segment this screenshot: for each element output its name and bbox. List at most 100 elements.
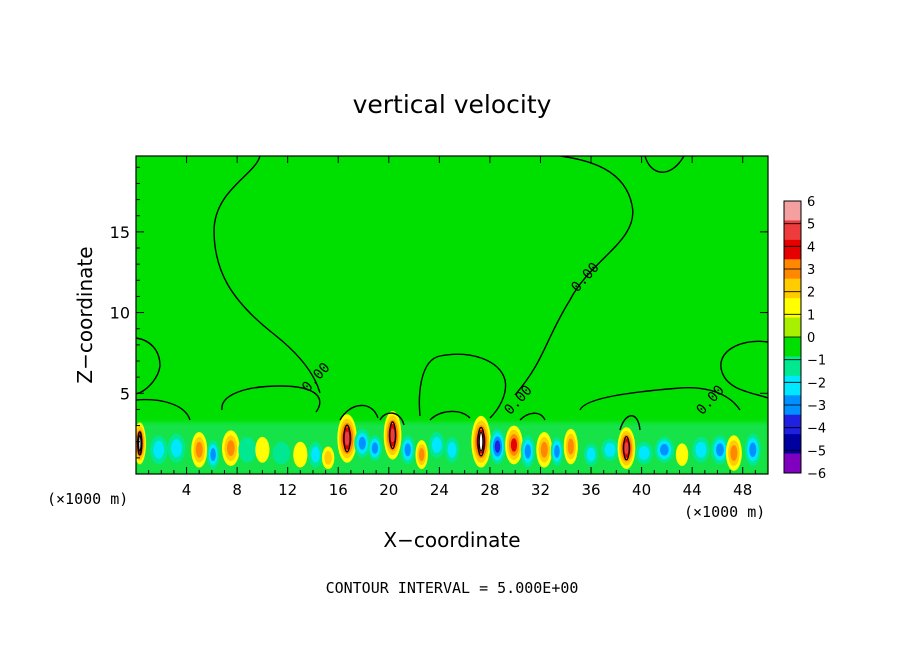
y-axis-ticks: 5 10 15 (110, 166, 768, 459)
velocity-level (293, 441, 308, 468)
chart-title: vertical velocity (353, 90, 552, 119)
x-tick-label: 40 (632, 481, 651, 499)
peak-core (478, 432, 484, 452)
velocity-cell (563, 428, 578, 465)
velocity-level (540, 441, 548, 458)
colorbar-label: 1 (807, 308, 815, 323)
velocity-level (554, 444, 560, 458)
x-tick-label: 16 (329, 481, 348, 499)
colorbar-segment (784, 201, 801, 221)
peak-core (138, 435, 142, 452)
velocity-cell (505, 425, 523, 465)
x-tick-label: 12 (278, 481, 297, 499)
contour-line (418, 353, 507, 419)
contour-line (379, 412, 405, 426)
x-tick-label: 28 (480, 481, 499, 499)
contour-line (429, 410, 471, 421)
x-axis-label: X−coordinate (383, 528, 520, 552)
contour-line (579, 387, 741, 411)
velocity-level (171, 439, 182, 458)
velocity-level (272, 441, 291, 465)
x-tick-label: 8 (232, 481, 242, 499)
x-unit-left: (×1000 m) (47, 490, 128, 508)
velocity-cell (675, 443, 689, 466)
velocity-level (153, 440, 165, 459)
velocity-cell (321, 446, 335, 470)
velocity-cell (367, 435, 382, 462)
velocity-level (730, 445, 738, 461)
contour-line (339, 404, 379, 421)
velocity-field (136, 411, 768, 474)
colorbar-label: −2 (807, 376, 826, 391)
zero-contours (136, 156, 768, 431)
contour-line (213, 156, 321, 394)
colorbar-label: −4 (807, 422, 826, 437)
colorbar-label: −1 (807, 354, 826, 369)
contour-line (137, 431, 143, 456)
velocity-cell (536, 432, 553, 468)
y-tick-label: 5 (120, 384, 130, 403)
y-axis-label: Z−coordinate (73, 246, 97, 383)
contour-line (622, 435, 630, 461)
colorbar-label: 2 (807, 286, 815, 301)
velocity-level (604, 442, 616, 457)
velocity-cell (583, 443, 599, 466)
x-tick-label: 32 (531, 481, 550, 499)
x-tick-label: 44 (683, 481, 702, 499)
x-unit-right: (×1000 m) (684, 503, 765, 521)
velocity-cell (400, 435, 415, 465)
x-tick-label: 4 (182, 481, 192, 499)
colorbar-segment (784, 317, 801, 338)
contour-line (514, 156, 634, 396)
colorbar: 6 5 4 3 2 1 0 −1 −2 −3 −4 −5 −6 (783, 195, 826, 482)
velocity-level (494, 440, 501, 453)
x-tick-label: 48 (733, 481, 752, 499)
plot-background (136, 156, 768, 474)
colorbar-segment (784, 434, 801, 454)
velocity-level (524, 444, 531, 459)
colorbar-segment (784, 278, 801, 299)
velocity-cell (308, 441, 323, 468)
contour-line (136, 398, 191, 421)
velocity-level (418, 448, 425, 462)
velocity-level (510, 438, 518, 452)
velocity-cell (167, 433, 186, 463)
velocity-level (311, 446, 320, 463)
velocity-level (431, 436, 442, 453)
contour-line (477, 426, 485, 457)
colorbar-label: 6 (807, 195, 815, 210)
velocity-cell (444, 436, 460, 463)
velocity-level (390, 428, 396, 443)
colorbar-label: −5 (807, 444, 826, 459)
velocity-cell (255, 436, 270, 463)
velocity-cell (383, 411, 402, 460)
velocity-level (660, 444, 669, 456)
velocity-level (238, 436, 257, 463)
colorbar-segment (784, 239, 801, 260)
velocity-level (195, 441, 203, 458)
velocity-cell (654, 436, 675, 463)
colorbar-label: −6 (807, 467, 826, 482)
velocity-level (358, 436, 366, 450)
velocity-level (716, 443, 724, 457)
contour-interval-note: CONTOUR INTERVAL = 5.000E+00 (326, 579, 579, 597)
velocity-cell (550, 436, 564, 466)
velocity-cell (428, 432, 445, 458)
velocity-cell (471, 415, 491, 468)
velocity-level (447, 441, 457, 458)
colorbar-segment (784, 220, 801, 241)
velocity-cell (293, 441, 308, 468)
velocity-cell (520, 435, 535, 468)
velocity-cell (725, 435, 742, 471)
y-tick-label: 15 (110, 223, 130, 242)
colorbar-label: 3 (807, 263, 815, 278)
contour-line (389, 421, 397, 450)
velocity-cell (149, 435, 168, 465)
colorbar-label: 4 (807, 240, 815, 255)
velocity-level (749, 442, 757, 457)
velocity-cell (601, 438, 619, 462)
velocity-level (623, 442, 629, 455)
x-tick-label: 36 (581, 481, 600, 499)
contour-line (343, 424, 351, 453)
velocity-level (586, 447, 596, 462)
